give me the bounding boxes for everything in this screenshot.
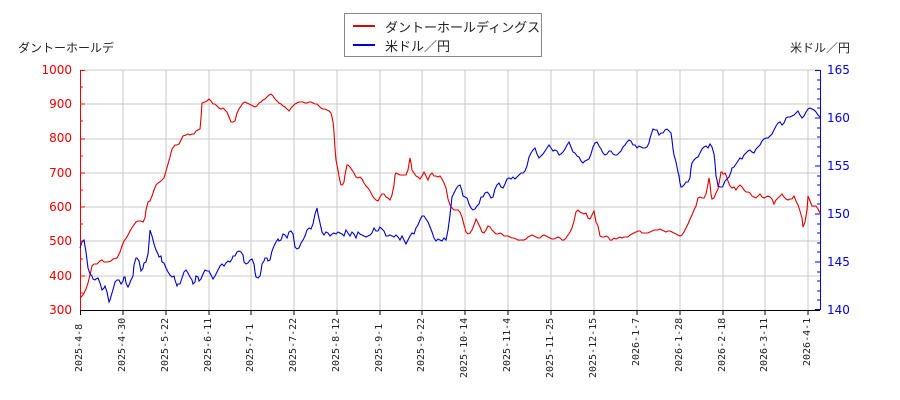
left-axis: [80, 70, 85, 310]
x-tick-label: 2025-9-1: [374, 323, 385, 372]
legend-label-danto: ダントーホールディングス: [385, 20, 541, 36]
x-tick-label: 2025-6-11: [203, 317, 214, 372]
x-axis: [80, 310, 820, 315]
left-tick-600: 600: [49, 200, 72, 214]
chart-legend: ダントーホールディングス 米ドル／円: [344, 13, 542, 57]
x-tick-label: 2025-10-14: [459, 317, 470, 378]
x-tick-label: 2025-4-8: [74, 323, 85, 372]
legend-item-usdjpy: 米ドル／円: [353, 36, 451, 55]
grid-lines: [80, 69, 820, 310]
left-tick-500: 500: [49, 234, 72, 248]
right-tick-160: 160: [827, 111, 850, 125]
left-tick-400: 400: [49, 269, 72, 283]
right-tick-150: 150: [827, 207, 850, 221]
left-tick-300: 300: [49, 303, 72, 317]
left-tick-900: 900: [49, 97, 72, 111]
x-tick-label: 2026-4-1: [802, 317, 813, 366]
series-usdjpy-line: [79, 107, 821, 304]
x-tick-label: 2025-11-25: [545, 317, 556, 378]
left-tick-1000: 1000: [41, 63, 72, 77]
right-axis-title: 米ドル／円: [790, 41, 851, 55]
legend-swatch-red: [353, 25, 375, 27]
left-tick-800: 800: [49, 131, 72, 145]
right-tick-140: 140: [827, 303, 850, 317]
left-axis-title: ダントーホールデ: [18, 41, 115, 55]
x-tick-label: 2025-11-4: [502, 317, 513, 372]
right-axis: [815, 70, 821, 310]
right-tick-155: 155: [827, 159, 850, 173]
x-tick-label: 2025-4-30: [117, 317, 128, 372]
right-tick-165: 165: [827, 63, 850, 77]
legend-label-usdjpy: 米ドル／円: [385, 39, 451, 55]
x-tick-label: 2025-7-1: [245, 323, 256, 372]
x-tick-label: 2025-12-15: [588, 317, 599, 378]
left-tick-700: 700: [49, 166, 72, 180]
x-tick-label: 2025-7-22: [288, 317, 299, 372]
x-tick-label: 2025-9-22: [416, 317, 427, 372]
x-tick-label: 2026-3-11: [759, 317, 770, 372]
right-tick-145: 145: [827, 255, 850, 269]
legend-item-danto: ダントーホールディングス: [353, 17, 541, 36]
legend-swatch-blue: [353, 44, 375, 46]
x-tick-label: 2026-2-18: [717, 317, 728, 372]
x-tick-label: 2026-1-7: [631, 317, 642, 366]
series-danto-line: [79, 93, 821, 299]
x-tick-label: 2026-1-28: [674, 317, 685, 372]
x-tick-label: 2025-8-12: [331, 317, 342, 372]
x-tick-label: 2025-5-22: [160, 317, 171, 372]
